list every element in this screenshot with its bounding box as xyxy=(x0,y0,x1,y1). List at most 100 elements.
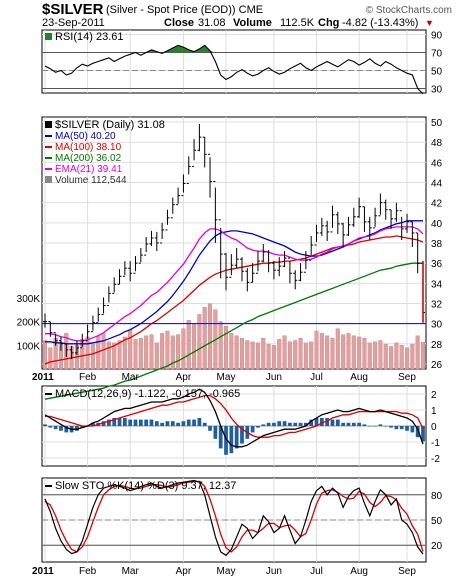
price-bar xyxy=(271,261,276,280)
price-bar xyxy=(405,213,410,233)
macd-histogram-bar xyxy=(112,418,117,426)
volume-bar xyxy=(415,335,420,370)
macd-histogram-bar xyxy=(378,424,383,426)
x-tick-label: 2011 xyxy=(32,372,54,383)
symbol-description: (Silver - Spot Price (EOD)) CME xyxy=(106,4,263,16)
price-bar xyxy=(181,174,186,197)
rsi-line xyxy=(44,44,424,95)
x-tick-label: Aug xyxy=(350,372,368,383)
volume-bar xyxy=(192,323,197,370)
price-bar xyxy=(117,269,122,285)
volume-bar xyxy=(186,320,191,370)
rsi-y-tick-label: 30 xyxy=(431,85,443,96)
price-bar xyxy=(208,153,213,198)
macd-histogram-bar xyxy=(59,426,63,431)
x-tick-label: Mar xyxy=(122,372,140,383)
macd-histogram-bar xyxy=(335,419,340,426)
macd-histogram-bar xyxy=(197,418,202,426)
price-bar xyxy=(149,230,154,247)
price-legend-swatch xyxy=(45,121,52,128)
price-bar xyxy=(383,199,388,220)
macd-histogram-bar xyxy=(53,426,58,430)
price-bar xyxy=(154,231,159,252)
volume-bar xyxy=(309,341,314,370)
volume-bar xyxy=(335,328,340,370)
price-y-tick-label: 32 xyxy=(431,299,443,310)
volume-bar xyxy=(133,339,138,370)
macd-histogram-bar xyxy=(75,426,79,431)
macd-histogram-bar xyxy=(261,424,266,426)
ma200-legend-label: MA(200) 36.02 xyxy=(55,153,122,164)
stochastic-y-tick-label: 80 xyxy=(431,491,443,502)
stochastic-y-tick-label: 20 xyxy=(431,541,443,552)
price-bar xyxy=(261,244,266,263)
stochastic-k-line xyxy=(44,479,424,557)
macd-histogram-bar xyxy=(330,419,335,426)
price-bar xyxy=(373,207,378,229)
volume-bar xyxy=(277,339,282,370)
volume-bar xyxy=(101,333,106,370)
volume-bar xyxy=(287,341,292,370)
x-tick-label: Jul xyxy=(310,372,323,383)
stochastic-y-tick-label: 50 xyxy=(431,516,443,527)
volume-bar xyxy=(378,340,383,370)
x-tick-label: Feb xyxy=(79,566,97,577)
volume-bar xyxy=(42,340,48,370)
price-bar xyxy=(287,257,292,284)
volume-bar xyxy=(420,342,426,370)
price-bar xyxy=(197,124,202,152)
macd-histogram-bar xyxy=(405,426,409,431)
price-bar xyxy=(298,263,303,282)
price-y-tick-label: 46 xyxy=(431,158,443,169)
macd-histogram-bar xyxy=(304,422,308,426)
price-bar xyxy=(293,270,298,290)
price-bar xyxy=(53,332,58,346)
macd-line xyxy=(44,388,424,448)
volume-label: Volume xyxy=(233,17,272,29)
price-bar xyxy=(229,254,234,278)
close-value: 31.08 xyxy=(198,17,226,29)
price-bar xyxy=(234,248,239,269)
macd-histogram-bar xyxy=(325,418,330,426)
price-bar xyxy=(346,216,351,236)
chg-down-icon: ▼ xyxy=(425,18,434,28)
volume-bar xyxy=(362,337,367,370)
price-bar xyxy=(277,257,282,277)
rsi-legend-label: RSI(14) 23.61 xyxy=(55,31,123,43)
volume-bar xyxy=(144,335,149,370)
macd-histogram-bar xyxy=(288,422,292,426)
volume-bar xyxy=(357,336,362,370)
macd-histogram-bar xyxy=(298,422,303,426)
price-bar xyxy=(335,211,340,234)
macd-histogram-bar xyxy=(181,421,186,426)
price-bar xyxy=(69,345,74,359)
volume-bar xyxy=(245,340,250,370)
macd-histogram-bar xyxy=(192,419,196,426)
volume-bar xyxy=(341,334,346,370)
volume-y-tick-label: 300K xyxy=(17,294,41,305)
price-bar xyxy=(48,321,53,337)
symbol-title: $SILVER xyxy=(42,1,104,18)
volume-bar xyxy=(85,336,90,370)
rsi-legend: RSI(14) 23.61 xyxy=(45,31,123,43)
price-bar xyxy=(170,197,175,219)
rsi-y-tick-label: 70 xyxy=(431,49,443,60)
price-y-tick-label: 30 xyxy=(431,320,443,331)
macd-histogram-bar xyxy=(234,426,239,449)
macd-histogram-bar xyxy=(48,426,53,428)
macd-histogram-bar xyxy=(383,426,388,427)
price-bar xyxy=(74,340,79,355)
volume-bar xyxy=(138,337,143,370)
macd-y-tick-label: -1 xyxy=(431,438,440,449)
price-bar xyxy=(394,202,399,222)
price-bar xyxy=(218,219,223,279)
price-bar xyxy=(245,268,250,292)
volume-bar xyxy=(330,337,335,370)
x-tick-label: Sep xyxy=(398,372,416,383)
macd-histogram-bar xyxy=(91,422,95,426)
price-bar xyxy=(399,210,404,240)
macd-histogram-bar xyxy=(394,426,399,430)
macd-histogram-bar xyxy=(138,419,143,426)
price-bar xyxy=(303,251,308,273)
